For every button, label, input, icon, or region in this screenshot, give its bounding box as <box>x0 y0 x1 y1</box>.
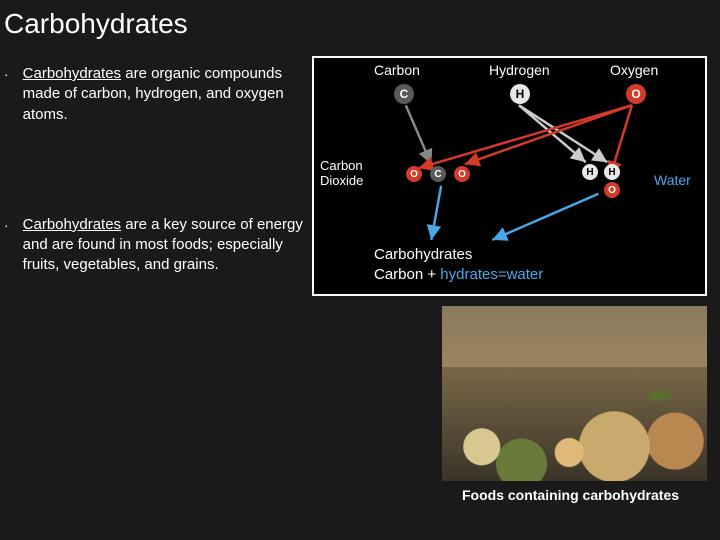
atom-c-co2: C <box>430 166 446 182</box>
atom-h-h2o-1: H <box>582 164 598 180</box>
label-hydrogen: Hydrogen <box>489 62 550 78</box>
food-photo <box>442 306 707 481</box>
label-carbohydrates: Carbohydrates <box>374 246 472 263</box>
left-column: · Carbohydrates are organic compounds ma… <box>4 56 304 503</box>
formula-part-a: Carbon + <box>374 266 440 283</box>
elements-diagram: Carbon Hydrogen Oxygen C H O Carbon Diox… <box>312 56 707 296</box>
food-caption: Foods containing carbohydrates <box>462 487 720 503</box>
content-row: · Carbohydrates are organic compounds ma… <box>0 56 720 503</box>
atom-o-top: O <box>626 84 646 104</box>
right-column: Carbon Hydrogen Oxygen C H O Carbon Diox… <box>304 56 720 503</box>
label-co2: Carbon Dioxide <box>320 158 363 188</box>
bullet-1: · Carbohydrates are organic compounds ma… <box>4 64 304 125</box>
label-carbon: Carbon <box>374 62 420 78</box>
atom-c-top: C <box>394 84 414 104</box>
bullet-term: Carbohydrates <box>23 216 121 233</box>
bullet-text: Carbohydrates are a key source of energy… <box>23 215 304 276</box>
atom-h-top: H <box>510 84 530 104</box>
atom-h-h2o-2: H <box>604 164 620 180</box>
bullet-marker: · <box>4 217 9 276</box>
page-title: Carbohydrates <box>0 0 720 56</box>
bullet-2: · Carbohydrates are a key source of ener… <box>4 215 304 276</box>
atom-o-co2-1: O <box>406 166 422 182</box>
atom-o-h2o: O <box>604 182 620 198</box>
bullet-term: Carbohydrates <box>23 65 121 82</box>
bullet-marker: · <box>4 66 9 125</box>
label-oxygen: Oxygen <box>610 62 658 78</box>
bullet-text: Carbohydrates are organic compounds made… <box>23 64 304 125</box>
label-water: Water <box>654 172 691 188</box>
label-formula: Carbon + hydrates=water <box>374 266 543 283</box>
formula-part-b: hydrates=water <box>440 266 543 283</box>
atom-o-co2-2: O <box>454 166 470 182</box>
